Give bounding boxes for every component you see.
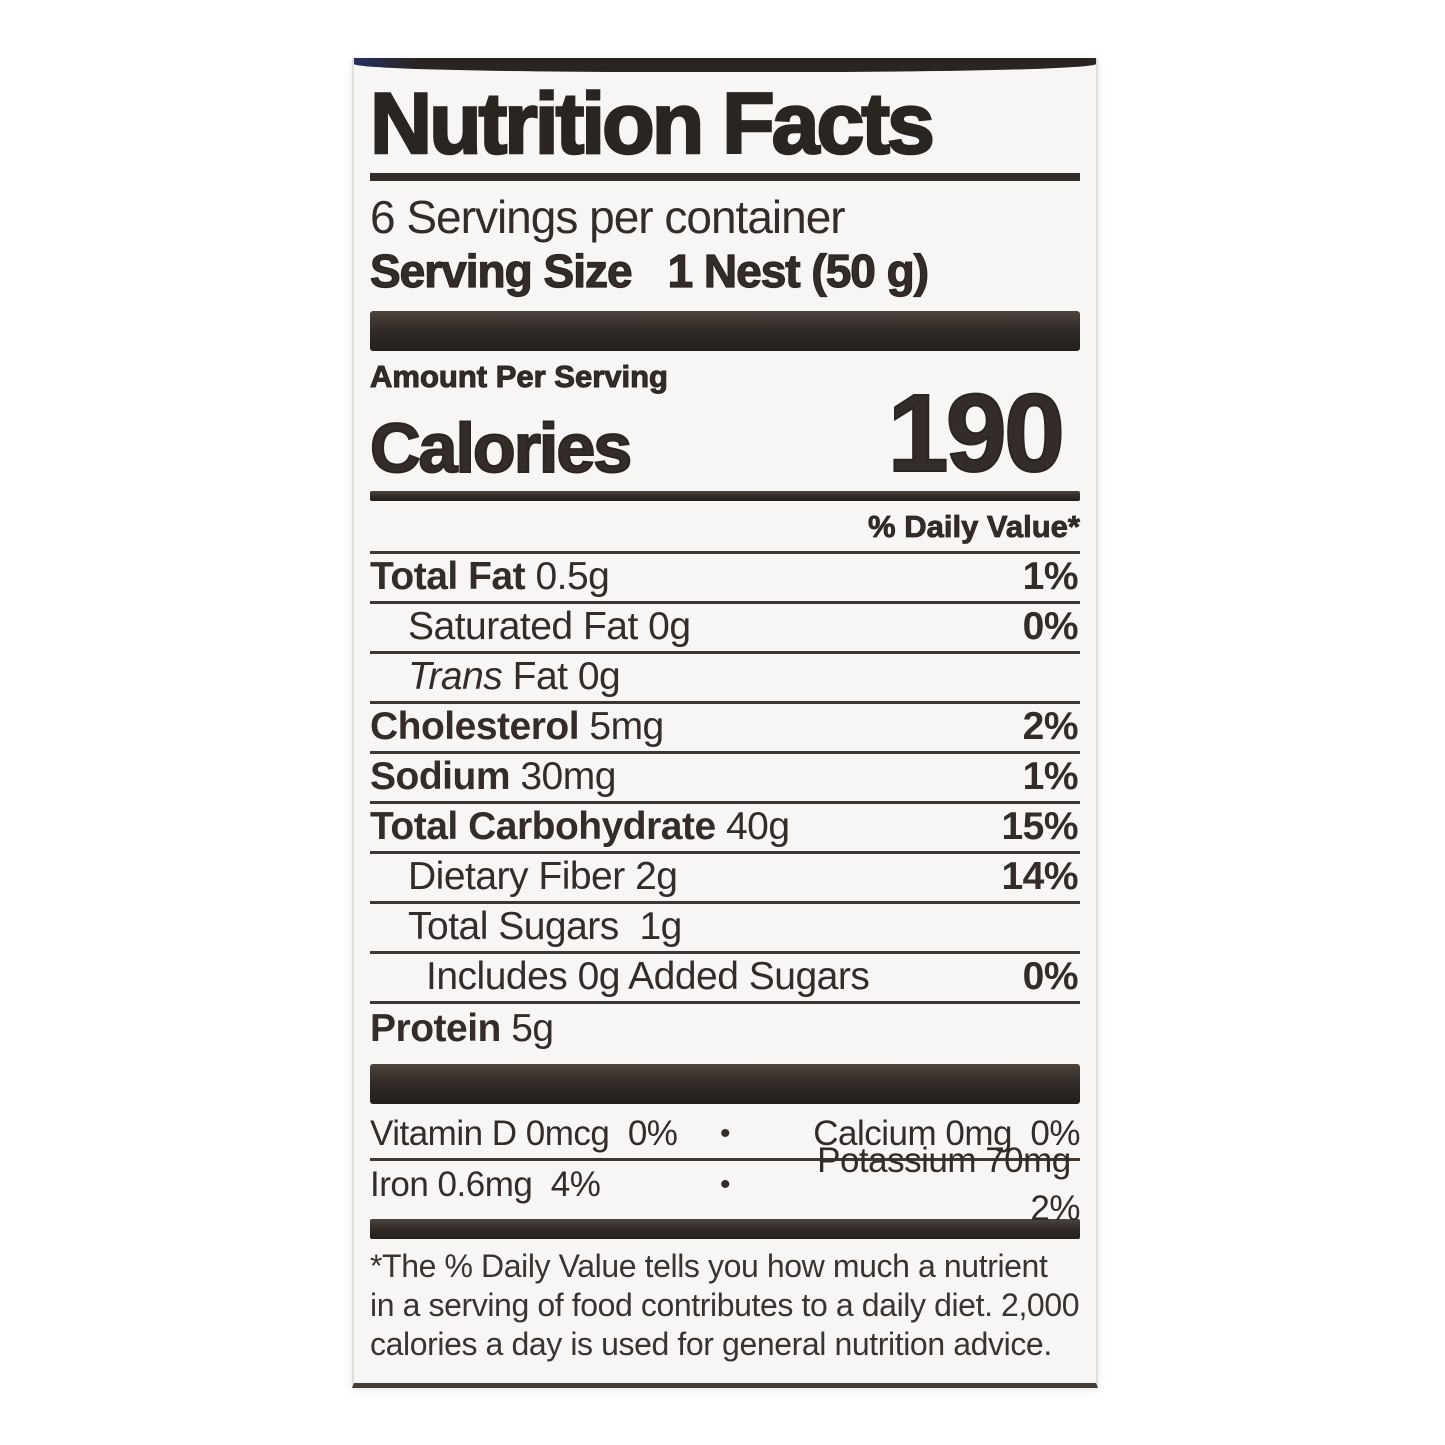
nutrient-row: Saturated Fat 0g 0% bbox=[370, 604, 1080, 654]
nutrient-amount: 0g bbox=[567, 655, 621, 699]
nutrient-row: Total Carbohydrate 40g 15% bbox=[370, 804, 1080, 854]
nutrient-name-amount: Includes 0g Added Sugars bbox=[426, 952, 870, 1002]
nutrient-daily-value: 1% bbox=[1022, 555, 1079, 599]
nutrient-amount: 30mg bbox=[510, 755, 616, 799]
micronutrient-right: Potassium 70mg 2% bbox=[817, 1140, 1080, 1228]
nutrient-amount: 40g bbox=[715, 805, 790, 849]
thick-bar-top bbox=[370, 310, 1080, 351]
nutrient-name: Total Sugars bbox=[408, 905, 619, 949]
footnote: *The % Daily Value tells you how much a … bbox=[370, 1247, 1080, 1362]
nutrient-row: Sodium 30mg 1% bbox=[370, 754, 1080, 804]
nutrient-daily-value: 0% bbox=[1022, 605, 1079, 649]
nutrient-name-amount: Total Carbohydrate 40g bbox=[370, 802, 790, 852]
nutrient-amount: 5mg bbox=[579, 705, 664, 749]
nutrient-name-amount: Cholesterol 5mg bbox=[370, 702, 664, 752]
nutrient-row: Trans Fat 0g bbox=[370, 654, 1080, 704]
nutrient-name: Total Fat bbox=[370, 555, 526, 599]
nutrient-daily-value: 15% bbox=[1001, 805, 1078, 849]
micronutrient-left: Vitamin D 0mcg 0% bbox=[370, 1113, 678, 1153]
calories-label: Calories bbox=[369, 408, 633, 487]
nutrient-amount: 1g bbox=[618, 905, 682, 949]
calories-row: Calories 190 bbox=[369, 372, 1080, 496]
nutrient-daily-value: 1% bbox=[1022, 755, 1079, 799]
nutrient-name-amount: Saturated Fat 0g bbox=[408, 602, 691, 652]
nutrient-rows: Total Fat 0.5g 1% Saturated Fat 0g 0% Trans … bbox=[370, 554, 1080, 1054]
nutrient-name-amount: Trans Fat 0g bbox=[408, 652, 621, 702]
daily-value-header: % Daily Value* bbox=[370, 501, 1080, 554]
nutrient-amount: 0.5g bbox=[525, 555, 610, 599]
nutrient-name-amount: Dietary Fiber 2g bbox=[408, 852, 678, 902]
nutrient-name: Saturated Fat bbox=[408, 605, 638, 649]
nutrient-daily-value: 14% bbox=[1001, 855, 1078, 899]
micronutrient-row: Vitamin D 0mcg 0% • Calcium 0mg 0% bbox=[370, 1110, 1081, 1158]
nutrient-name: Sodium bbox=[370, 755, 511, 799]
nutrition-label: Nutrition Facts 6 Servings per container… bbox=[352, 58, 1098, 1388]
nutrient-name-amount: Total Fat 0.5g bbox=[370, 552, 610, 602]
nutrient-amount: 5g bbox=[500, 1006, 554, 1050]
serving-size-row: Serving Size 1 Nest (50 g) bbox=[369, 243, 1080, 299]
bullet-separator: • bbox=[719, 1116, 731, 1150]
serving-size-label: Serving Size bbox=[369, 244, 633, 297]
nutrient-row: Cholesterol 5mg 2% bbox=[370, 704, 1080, 754]
nutrient-name: Protein bbox=[370, 1006, 501, 1050]
micronutrient-section: Vitamin D 0mcg 0% • Calcium 0mg 0% Iron 0.6… bbox=[370, 1110, 1081, 1228]
micronutrient-left: Iron 0.6mg 4% bbox=[370, 1164, 601, 1204]
nutrient-row: Protein 5g bbox=[370, 1004, 1080, 1054]
nutrient-name: Dietary Fiber bbox=[408, 855, 625, 899]
nutrient-daily-value: 2% bbox=[1022, 705, 1079, 749]
label-top-edge-strip bbox=[354, 58, 1096, 72]
nutrient-name-amount: Protein 5g bbox=[370, 1004, 554, 1054]
serving-size-value: 1 Nest (50 g) bbox=[667, 244, 930, 297]
thick-bar-middle bbox=[370, 1063, 1080, 1104]
thick-bar-bottom bbox=[370, 1218, 1080, 1239]
nutrient-amount: 0g bbox=[637, 605, 691, 649]
calories-value: 190 bbox=[886, 372, 1066, 496]
nutrient-name: Cholesterol bbox=[370, 705, 580, 749]
nutrient-name-amount: Sodium 30mg bbox=[370, 752, 616, 802]
nutrient-name-amount: Total Sugars 1g bbox=[408, 902, 682, 952]
bullet-separator: • bbox=[719, 1167, 731, 1201]
nutrient-amount: 2g bbox=[624, 855, 678, 899]
label-content: Nutrition Facts 6 Servings per container… bbox=[354, 76, 1096, 1364]
label-title: Nutrition Facts bbox=[369, 76, 936, 172]
title-rule bbox=[370, 172, 1080, 181]
nutrient-name: Trans Fat bbox=[408, 655, 568, 699]
micronutrient-right: Calcium 0mg 0% bbox=[813, 1113, 1080, 1153]
nutrient-row: Total Fat 0.5g 1% bbox=[370, 554, 1080, 604]
nutrient-name: Total Carbohydrate bbox=[370, 805, 716, 849]
nutrient-row: Dietary Fiber 2g 14% bbox=[370, 854, 1080, 904]
amount-per-serving-label: Amount Per Serving bbox=[370, 358, 669, 394]
calories-divider-bar bbox=[370, 490, 1080, 501]
servings-per-container: 6 Servings per container bbox=[370, 190, 846, 243]
nutrient-row: Total Sugars 1g bbox=[370, 904, 1080, 954]
micronutrient-row: Iron 0.6mg 4% • Potassium 70mg 2% bbox=[370, 1141, 1081, 1228]
nutrient-daily-value: 0% bbox=[1022, 955, 1079, 999]
nutrient-row: Includes 0g Added Sugars 0% bbox=[370, 954, 1080, 1004]
nutrient-name: Includes 0g Added Sugars bbox=[426, 955, 870, 999]
